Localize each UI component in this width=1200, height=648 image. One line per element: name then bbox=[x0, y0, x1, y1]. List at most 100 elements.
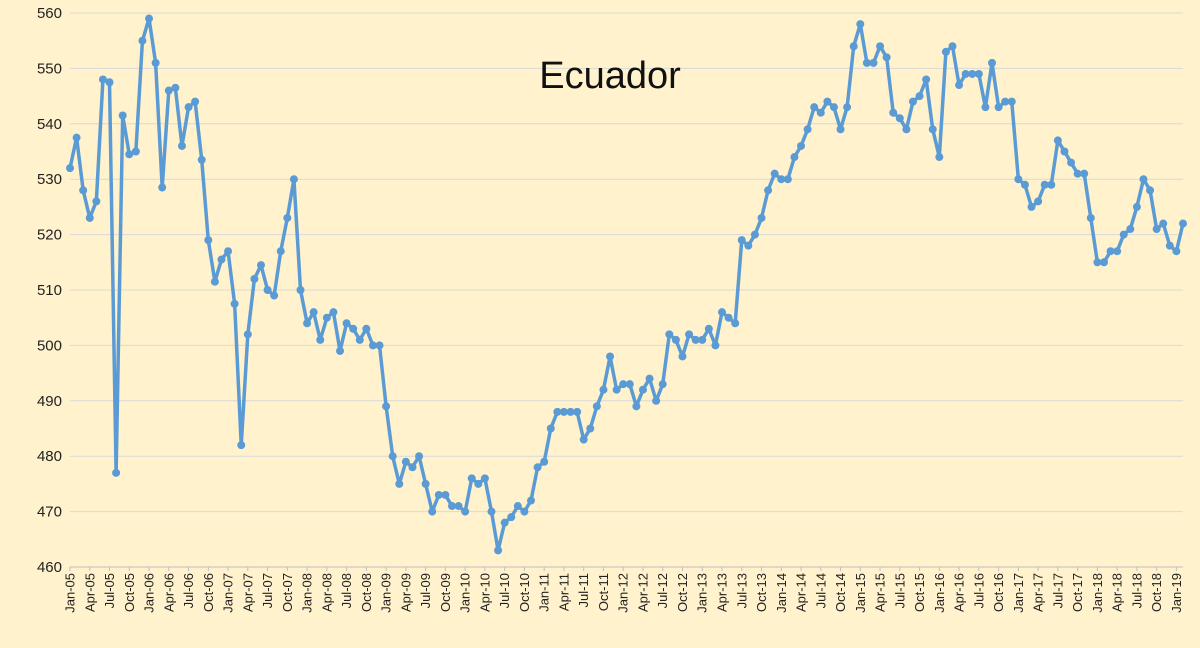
data-point bbox=[625, 380, 634, 389]
data-point bbox=[112, 468, 121, 477]
data-point bbox=[1086, 213, 1095, 222]
data-point bbox=[908, 97, 917, 106]
data-point bbox=[1007, 97, 1016, 106]
x-tick-label: Jan-14 bbox=[774, 573, 789, 613]
data-point bbox=[711, 341, 720, 350]
data-point bbox=[678, 352, 687, 361]
data-point bbox=[632, 402, 641, 411]
x-tick-label: Apr-16 bbox=[952, 573, 967, 612]
data-point bbox=[836, 125, 845, 134]
data-point bbox=[230, 299, 239, 308]
data-point bbox=[790, 153, 799, 162]
x-tick-label: Oct-05 bbox=[122, 573, 137, 612]
data-point bbox=[566, 407, 575, 416]
data-point bbox=[606, 352, 615, 361]
x-tick-label: Jul-05 bbox=[102, 573, 117, 608]
x-tick-label: Oct-13 bbox=[754, 573, 769, 612]
y-tick-label: 500 bbox=[37, 337, 62, 354]
data-point bbox=[204, 236, 213, 245]
x-tick-label: Apr-11 bbox=[556, 573, 571, 611]
data-point bbox=[375, 341, 384, 350]
data-point bbox=[876, 42, 885, 51]
data-point bbox=[1146, 186, 1155, 195]
data-point bbox=[961, 69, 970, 78]
data-point bbox=[573, 407, 582, 416]
data-point bbox=[467, 474, 476, 483]
x-tick-label: Jan-07 bbox=[221, 573, 236, 613]
data-point bbox=[968, 69, 977, 78]
x-tick-label: Jan-10 bbox=[458, 573, 473, 613]
x-tick-label: Jul-18 bbox=[1129, 573, 1144, 608]
data-point bbox=[487, 507, 496, 516]
data-point bbox=[85, 213, 94, 222]
data-point bbox=[764, 186, 773, 195]
x-tick-label: Oct-14 bbox=[833, 573, 848, 612]
data-point bbox=[671, 335, 680, 344]
y-tick-label: 530 bbox=[37, 171, 62, 188]
gridlines bbox=[70, 12, 1183, 568]
data-point bbox=[941, 47, 950, 56]
data-point bbox=[1152, 225, 1161, 234]
y-tick-label: 540 bbox=[37, 116, 62, 133]
x-tick-label: Jul-13 bbox=[734, 573, 749, 608]
data-point bbox=[1093, 258, 1102, 267]
x-tick-label: Apr-14 bbox=[794, 573, 809, 612]
y-tick-label: 520 bbox=[37, 227, 62, 244]
data-point bbox=[401, 457, 410, 466]
data-point bbox=[1060, 147, 1069, 156]
data-point bbox=[895, 114, 904, 123]
data-point bbox=[408, 463, 417, 472]
data-point bbox=[928, 125, 937, 134]
data-point bbox=[724, 313, 733, 322]
x-tick-label: Oct-17 bbox=[1070, 573, 1085, 612]
data-point bbox=[586, 424, 595, 433]
data-point bbox=[658, 380, 667, 389]
data-point bbox=[276, 247, 285, 256]
data-point bbox=[118, 111, 127, 120]
data-point bbox=[717, 308, 726, 317]
data-point bbox=[421, 479, 430, 488]
data-point bbox=[527, 496, 536, 505]
x-tick-label: Oct-16 bbox=[991, 573, 1006, 612]
data-point bbox=[988, 58, 997, 67]
y-tick-label: 460 bbox=[37, 559, 62, 576]
data-point bbox=[994, 103, 1003, 112]
data-point bbox=[309, 308, 318, 317]
x-tick-label: Jan-16 bbox=[932, 573, 947, 613]
data-point bbox=[652, 396, 661, 405]
data-point bbox=[289, 175, 298, 184]
x-tick-label: Jul-06 bbox=[181, 573, 196, 608]
data-point bbox=[217, 255, 226, 264]
data-point bbox=[256, 261, 265, 270]
chart-title: Ecuador bbox=[539, 55, 681, 97]
data-point bbox=[125, 150, 134, 159]
x-tick-label: Jul-15 bbox=[892, 573, 907, 608]
data-point bbox=[250, 274, 259, 283]
data-point bbox=[494, 546, 503, 555]
x-tick-label: Jan-18 bbox=[1090, 573, 1105, 613]
data-point bbox=[777, 175, 786, 184]
x-tick-label: Oct-10 bbox=[517, 573, 532, 612]
data-point bbox=[955, 81, 964, 90]
data-point bbox=[757, 213, 766, 222]
data-point bbox=[823, 97, 832, 106]
x-tick-label: Apr-15 bbox=[873, 573, 888, 612]
data-point bbox=[889, 108, 898, 117]
x-tick-label: Oct-18 bbox=[1149, 573, 1164, 612]
data-point bbox=[263, 286, 272, 294]
data-point bbox=[1172, 247, 1181, 256]
data-point bbox=[1027, 202, 1036, 211]
data-point bbox=[441, 490, 450, 499]
data-point bbox=[829, 103, 838, 112]
x-tick-label: Oct-15 bbox=[912, 573, 927, 612]
data-point bbox=[79, 186, 88, 195]
x-tick-label: Jul-16 bbox=[971, 573, 986, 608]
data-point bbox=[731, 319, 740, 328]
data-point bbox=[1106, 247, 1115, 256]
data-point bbox=[1047, 180, 1056, 189]
x-tick-label: Apr-10 bbox=[477, 573, 492, 612]
data-point bbox=[1020, 180, 1029, 189]
x-tick-label: Apr-09 bbox=[398, 573, 413, 612]
x-tick-label: Oct-11 bbox=[596, 573, 611, 611]
